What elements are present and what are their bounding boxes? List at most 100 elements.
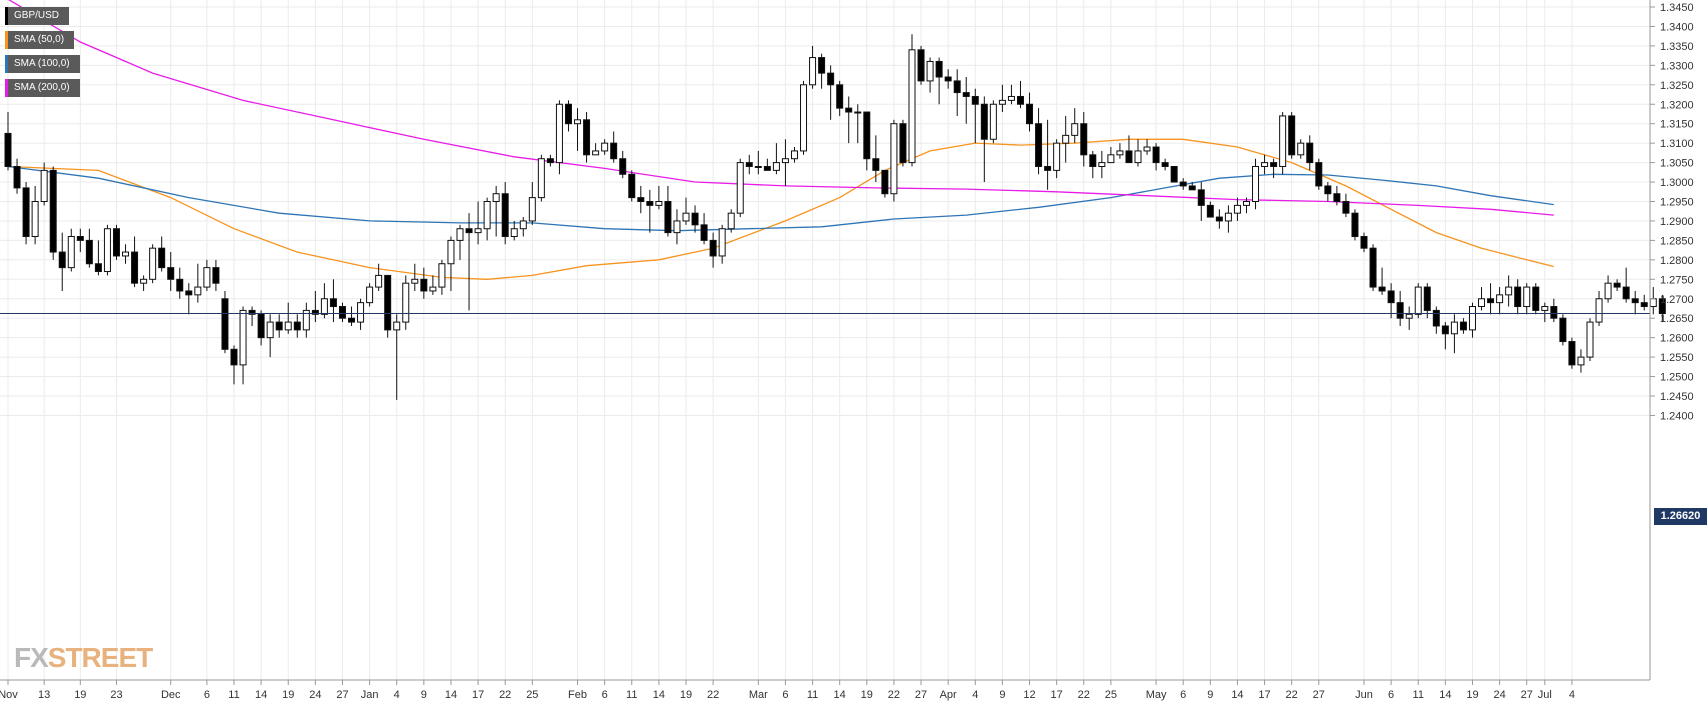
candle-body-up	[31, 201, 39, 238]
candle	[1523, 283, 1531, 315]
candle	[1270, 158, 1278, 179]
candle-body-down	[1080, 123, 1088, 156]
candle	[4, 112, 12, 171]
candle	[1613, 279, 1621, 291]
candle-body-down	[1640, 302, 1648, 308]
candle-body-up	[1604, 282, 1612, 300]
legend-item-gbpusd[interactable]: GBP/USD	[5, 7, 70, 25]
candle-body-down	[899, 123, 907, 164]
candle	[1441, 322, 1449, 350]
candle	[1450, 314, 1458, 354]
candle-body-down	[329, 298, 337, 308]
candle-body-up	[302, 309, 310, 331]
candle	[158, 236, 166, 272]
candle-body-up	[1143, 146, 1151, 152]
candle-body-up	[1071, 123, 1079, 136]
candle	[13, 158, 21, 194]
candle-body-up	[1468, 306, 1476, 331]
candle	[1405, 306, 1413, 330]
candle	[592, 143, 600, 156]
candle	[338, 302, 346, 323]
candle	[203, 259, 211, 291]
candle	[881, 169, 889, 198]
candle	[727, 209, 735, 233]
candle	[167, 252, 175, 291]
candle-body-down	[293, 321, 301, 331]
candle-body-down	[1441, 325, 1449, 335]
x-tick-label: 19	[680, 689, 692, 701]
candle-body-up	[655, 201, 663, 206]
candle	[1197, 182, 1205, 221]
y-tick-label: 1.2400	[1660, 410, 1694, 422]
x-tick-label: 25	[526, 689, 538, 701]
candle-body-up	[194, 286, 202, 296]
candle	[1062, 115, 1070, 163]
candle-body-up	[1478, 298, 1486, 308]
candle	[357, 298, 365, 330]
candle	[564, 100, 572, 132]
x-tick-label: 19	[1466, 689, 1478, 701]
candle-body-down	[1568, 341, 1576, 366]
candle	[754, 150, 762, 175]
x-tick-label: 22	[1078, 689, 1090, 701]
candle-body-down	[836, 84, 844, 109]
x-tick-label: 22	[1286, 689, 1298, 701]
candle	[492, 185, 500, 237]
candle	[845, 96, 853, 144]
candle	[1215, 209, 1223, 229]
candle	[230, 345, 238, 385]
x-tick-label: 14	[834, 689, 846, 701]
candle-body-up	[854, 111, 862, 114]
legend-item-sma-50[interactable]: SMA (50,0)	[5, 31, 75, 49]
candle	[1378, 267, 1386, 295]
candle-body-down	[745, 162, 753, 167]
candle	[519, 217, 527, 237]
y-tick-label: 1.2650	[1660, 313, 1694, 325]
candle-body-up	[357, 302, 365, 323]
candle-body-down	[935, 60, 943, 78]
candle-body-up	[1053, 142, 1061, 171]
candle-body-down	[1315, 162, 1323, 187]
last-price-tag: 1.26620	[1654, 508, 1707, 525]
y-tick-label: 1.2500	[1660, 372, 1694, 384]
candle-body-down	[420, 278, 428, 292]
legend-item-sma-100[interactable]: SMA (100,0)	[5, 55, 80, 73]
candle-body-down	[1026, 103, 1034, 125]
y-tick-label: 1.3100	[1660, 138, 1694, 150]
x-tick-label: 22	[888, 689, 900, 701]
candle-body-up	[555, 103, 563, 164]
x-tick-label: Jan	[361, 689, 379, 701]
candle-body-down	[1622, 286, 1630, 300]
candle	[637, 185, 645, 214]
legend-item-sma-200[interactable]: SMA (200,0)	[5, 79, 80, 97]
candle	[149, 244, 157, 284]
candle	[112, 224, 120, 260]
x-tick-label: Feb	[568, 689, 587, 701]
candle	[1351, 209, 1359, 241]
candle	[185, 283, 193, 315]
candle	[1622, 267, 1630, 303]
candle-body-down	[1152, 146, 1160, 164]
y-tick-label: 1.3150	[1660, 119, 1694, 131]
candle-body-down	[311, 309, 319, 315]
candle	[1170, 165, 1178, 183]
candle	[348, 306, 356, 326]
candle-body-up	[1586, 321, 1594, 358]
candle	[1604, 275, 1612, 303]
candle	[528, 182, 536, 225]
candle	[1496, 287, 1504, 315]
candle-body-up	[474, 228, 482, 234]
candle	[1252, 158, 1260, 210]
y-tick-label: 1.2450	[1660, 391, 1694, 403]
candle	[140, 275, 148, 291]
candle	[1658, 294, 1666, 323]
candle	[1487, 283, 1495, 315]
legend-swatch-gbpusd	[5, 7, 8, 25]
candle-body-down	[1613, 282, 1621, 288]
candle	[1360, 232, 1368, 253]
candle-body-up	[1107, 154, 1115, 164]
candle	[1333, 185, 1341, 206]
candle	[266, 314, 274, 358]
legend-label: SMA (50,0)	[14, 34, 65, 45]
x-tick-label: 23	[110, 689, 122, 701]
